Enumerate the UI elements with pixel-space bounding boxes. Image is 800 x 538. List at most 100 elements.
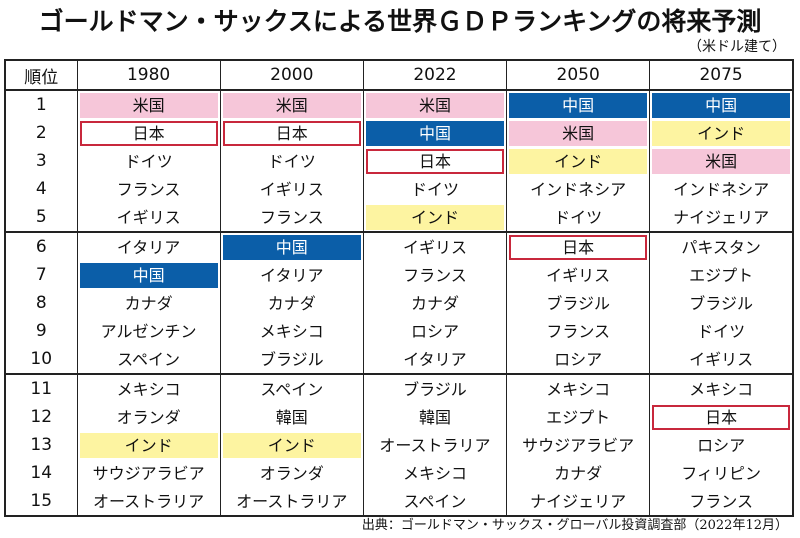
country-cell: ロシア xyxy=(649,431,794,459)
country-cell: ブラジル xyxy=(362,374,508,403)
country-label: イギリス xyxy=(402,237,467,257)
country-label: ドイツ xyxy=(124,151,173,171)
rank-cell: 11 xyxy=(4,374,78,403)
country-cell: 日本 xyxy=(219,119,364,147)
country-cell: ドイツ xyxy=(649,317,794,345)
country-cell: 韓国 xyxy=(362,403,508,431)
rank-cell: 14 xyxy=(4,459,78,487)
country-label: イギリス xyxy=(689,349,754,369)
table-row: 14 サウジアラビア オランダ メキシコ カナダ フィリピン xyxy=(4,459,794,487)
country-cell: インド xyxy=(649,119,794,147)
country-cell: オーストラリア xyxy=(362,431,508,459)
country-cell: オーストラリア xyxy=(76,487,221,516)
country-label: ナイジェリア xyxy=(673,207,770,227)
country-cell: カナダ xyxy=(76,289,221,317)
rank-cell: 3 xyxy=(4,147,78,175)
country-cell: サウジアラビア xyxy=(506,431,651,459)
country-cell: オランダ xyxy=(76,403,221,431)
country-cell: ロシア xyxy=(362,317,508,345)
country-label: カナダ xyxy=(124,293,173,313)
country-label: 中国 xyxy=(509,92,648,118)
country-label: イタリア xyxy=(116,237,181,257)
country-cell: サウジアラビア xyxy=(76,459,221,487)
country-label: ロシア xyxy=(410,321,459,341)
country-cell: ナイジェリア xyxy=(649,203,794,233)
source-note: 出典：ゴールドマン・サックス・グローバル投資調査部（2022年12月） xyxy=(361,518,788,533)
country-label: ロシア xyxy=(554,349,603,369)
country-cell: 中国 xyxy=(362,119,508,147)
country-label: スペイン xyxy=(260,379,324,399)
country-label: アルゼンチン xyxy=(100,321,197,341)
country-label: ナイジェリア xyxy=(530,491,627,511)
rank-cell: 8 xyxy=(4,289,78,317)
country-label: オーストラリア xyxy=(236,491,348,511)
country-label: インド xyxy=(652,120,790,146)
country-label: ドイツ xyxy=(697,321,746,341)
country-label: フィリピン xyxy=(681,463,761,483)
country-cell: スペイン xyxy=(219,374,364,403)
country-label: イタリア xyxy=(260,265,324,285)
country-cell: メキシコ xyxy=(362,459,508,487)
country-label: フランス xyxy=(546,321,610,341)
country-cell: フランス xyxy=(219,203,364,233)
country-cell: パキスタン xyxy=(649,232,794,261)
country-cell: イギリス xyxy=(362,232,508,261)
country-cell: インド xyxy=(219,431,364,459)
country-cell: スペイン xyxy=(362,487,508,516)
table-row: 1 米国 米国 米国 中国 中国 xyxy=(4,90,794,119)
table-row: 11 メキシコ スペイン ブラジル メキシコ メキシコ xyxy=(4,374,794,403)
country-cell: メキシコ xyxy=(506,374,651,403)
country-cell: メキシコ xyxy=(219,317,364,345)
table-row: 9 アルゼンチン メキシコ ロシア フランス ドイツ xyxy=(4,317,794,345)
currency-note: （米ドル建て） xyxy=(688,39,786,55)
country-cell: メキシコ xyxy=(76,374,221,403)
country-cell: 米国 xyxy=(219,90,364,119)
country-cell: エジプト xyxy=(506,403,651,431)
country-cell: 米国 xyxy=(76,90,221,119)
country-label: 日本 xyxy=(652,404,790,430)
rank-cell: 4 xyxy=(4,175,78,203)
country-label: インド xyxy=(509,148,648,174)
country-label: 米国 xyxy=(509,120,648,146)
table-row: 4 フランス イギリス ドイツ インドネシア インドネシア xyxy=(4,175,794,203)
country-cell: インドネシア xyxy=(649,175,794,203)
country-label: イギリス xyxy=(116,207,181,227)
header-year: 2000 xyxy=(219,59,364,91)
country-cell: 中国 xyxy=(219,232,364,261)
country-label: ロシア xyxy=(697,435,746,455)
rank-cell: 12 xyxy=(4,403,78,431)
country-label: メキシコ xyxy=(402,463,467,483)
country-label: 日本 xyxy=(365,148,505,174)
country-label: メキシコ xyxy=(116,379,181,399)
country-cell: 韓国 xyxy=(219,403,364,431)
rank-cell: 9 xyxy=(4,317,78,345)
country-cell: アルゼンチン xyxy=(76,317,221,345)
country-cell: インドネシア xyxy=(506,175,651,203)
country-cell: イギリス xyxy=(506,261,651,289)
page-title: ゴールドマン・サックスによる世界ＧＤＰランキングの将来予測 xyxy=(38,7,762,36)
country-cell: 中国 xyxy=(76,261,221,289)
country-label: 中国 xyxy=(79,262,218,288)
table-row: 3 ドイツ ドイツ 日本 インド 米国 xyxy=(4,147,794,175)
country-label: オランダ xyxy=(116,407,181,427)
country-cell: ブラジル xyxy=(506,289,651,317)
country-cell: 米国 xyxy=(506,119,651,147)
rank-cell: 5 xyxy=(4,203,78,233)
header-year: 1980 xyxy=(76,59,221,91)
country-label: ブラジル xyxy=(259,349,324,369)
country-cell: イギリス xyxy=(76,203,221,233)
country-label: 米国 xyxy=(222,92,361,118)
country-cell: フランス xyxy=(649,487,794,516)
country-label: エジプト xyxy=(689,265,754,285)
header-year: 2022 xyxy=(362,59,508,91)
country-label: カナダ xyxy=(267,293,316,313)
country-cell: イタリア xyxy=(219,261,364,289)
rank-cell: 1 xyxy=(4,90,78,119)
country-label: インド xyxy=(222,432,361,458)
country-cell: 米国 xyxy=(362,90,508,119)
country-cell: ドイツ xyxy=(362,175,508,203)
header-rank: 順位 xyxy=(4,59,78,91)
country-label: 日本 xyxy=(509,234,648,260)
country-label: フランス xyxy=(403,265,467,285)
table-row: 13 インド インド オーストラリア サウジアラビア ロシア xyxy=(4,431,794,459)
